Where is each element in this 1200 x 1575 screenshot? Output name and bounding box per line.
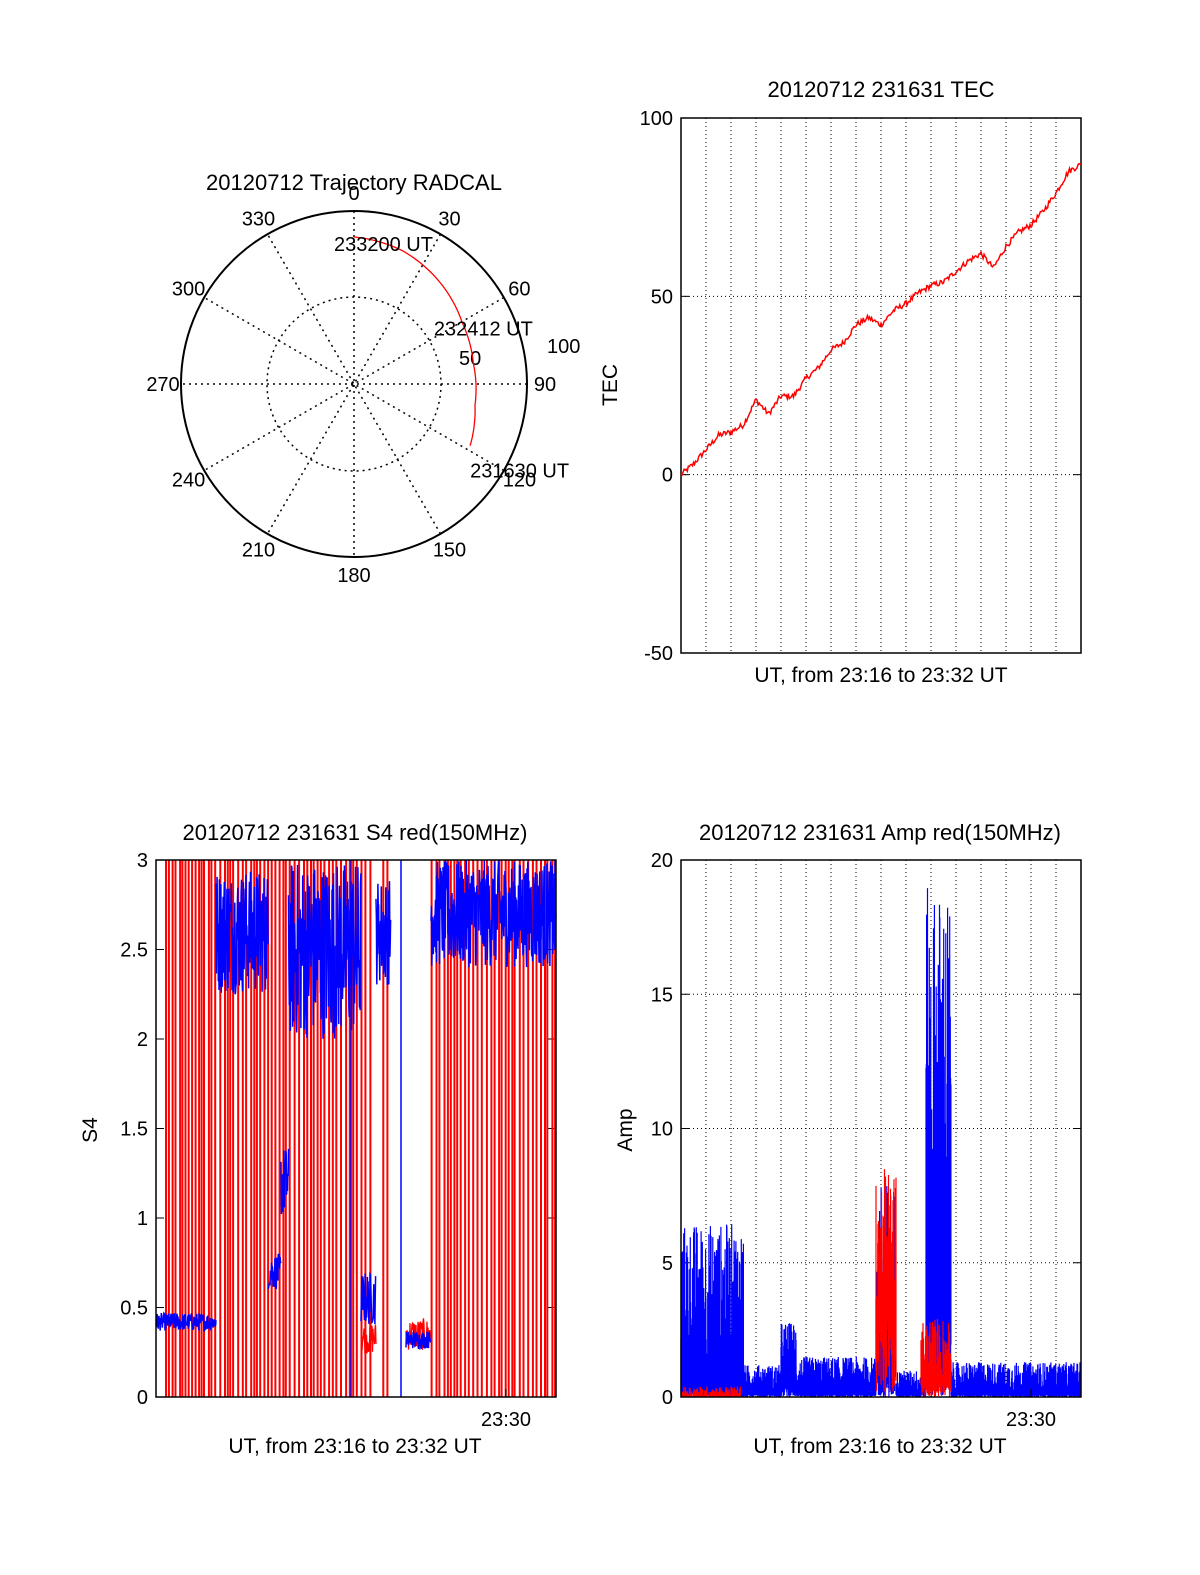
s4-blue-series: [155, 860, 557, 1397]
polar-spoke: [203, 296, 505, 472]
polar-azimuth-label: 60: [508, 279, 530, 301]
s4-panel: 20120712 231631 S4 red(150MHz) 3 2.5 2 1.5 1…: [79, 820, 557, 1458]
s4-blue-segment: [267, 1253, 282, 1290]
polar-annotation: 232412 UT: [434, 319, 533, 341]
amp-y-tick-label: 0: [662, 1387, 673, 1409]
amp-y-tick-label: 10: [651, 1119, 673, 1141]
amp-red-series: [680, 1169, 1032, 1397]
s4-blue-segment: [215, 871, 269, 995]
amp-red-segment: [875, 1169, 897, 1397]
polar-trajectory-line: [353, 236, 477, 446]
tec-y-axis-label: TEC: [599, 364, 622, 406]
s4-blue-segment: [360, 1271, 377, 1325]
amp-x-tick-label: 23:30: [1006, 1409, 1056, 1431]
s4-plot-frame: [155, 859, 557, 1398]
tec-y-tick-label: 100: [640, 108, 673, 130]
polar-azimuth-labels: 0 30 60 90 120 150 180 210 240 270 300 330: [146, 183, 556, 587]
s4-y-axis-label: S4: [79, 1117, 102, 1143]
polar-spoke: [266, 233, 442, 535]
amp-title: 20120712 231631 Amp red(150MHz): [699, 820, 1061, 845]
polar-annotation: 233200 UT: [334, 234, 433, 256]
amp-y-axis-label: Amp: [614, 1108, 637, 1151]
s4-blue-segment: [375, 881, 392, 985]
amp-red-segment: [920, 1318, 952, 1397]
s4-y-tick-label: 0.5: [120, 1298, 148, 1320]
polar-annotation: 231630 UT: [470, 461, 569, 483]
polar-inner-circle: [266, 296, 442, 472]
s4-x-tick-label: 23:30: [481, 1409, 531, 1431]
polar-title: 20120712 Trajectory RADCAL: [206, 170, 502, 195]
s4-y-tick-label: 1.5: [120, 1119, 148, 1141]
amp-y-tick-label: 5: [662, 1253, 673, 1275]
amp-y-tick-label: 15: [651, 984, 673, 1006]
s4-x-axis-label: UT, from 23:16 to 23:32 UT: [228, 1435, 481, 1458]
s4-blue-segment: [155, 1311, 217, 1332]
polar-azimuth-label: 90: [534, 374, 556, 396]
s4-y-tick-label: 2.5: [120, 940, 148, 962]
polar-radius-label-50: 50: [459, 348, 481, 370]
tec-plot-frame: [680, 117, 1082, 654]
polar-panel: 20120712 Trajectory RADCAL 0 30 60 90 120 150…: [146, 170, 580, 587]
amp-blue-segment: [680, 1224, 744, 1397]
polar-azimuth-label: 30: [438, 209, 460, 231]
amp-blue-segment: [950, 1362, 1082, 1397]
tec-y-tick-label: 0: [662, 465, 673, 487]
polar-spoke: [266, 233, 442, 535]
amp-y-tick-label: 20: [651, 850, 673, 872]
tec-y-ticks: 100 50 0 -50: [640, 108, 1081, 665]
s4-blue-segment: [287, 864, 362, 1039]
s4-blue-segment: [280, 1148, 290, 1215]
amp-blue-segment: [780, 1323, 797, 1397]
tec-panel: 20120712 231631 TEC 100 50 0 -50 TEC UT, fr…: [599, 77, 1082, 687]
tec-y-tick-label: 50: [651, 286, 673, 308]
amp-panel: 20120712 231631 Amp red(150MHz) 20 15 10 5 0…: [614, 820, 1082, 1458]
polar-radius-label-100: 100: [547, 336, 580, 358]
tec-y-tick-label: -50: [644, 643, 673, 665]
amp-plot-frame: [680, 859, 1082, 1398]
tec-x-axis-label: UT, from 23:16 to 23:32 UT: [754, 664, 1007, 687]
s4-title: 20120712 231631 S4 red(150MHz): [183, 820, 528, 845]
polar-spokes: [181, 211, 527, 557]
polar-azimuth-label: 150: [433, 539, 466, 561]
tec-title: 20120712 231631 TEC: [767, 77, 994, 102]
s4-y-tick-label: 3: [137, 850, 148, 872]
s4-blue-segment: [405, 1329, 432, 1351]
amp-y-ticks: 20 15 10 5 0: [651, 850, 1081, 1409]
s4-y-tick-label: 1: [137, 1208, 148, 1230]
polar-azimuth-label: 330: [242, 209, 275, 231]
polar-spoke: [203, 296, 505, 472]
amp-x-axis-label: UT, from 23:16 to 23:32 UT: [753, 1435, 1006, 1458]
amp-blue-segment: [742, 1365, 782, 1397]
polar-azimuth-label: 270: [146, 374, 179, 396]
polar-azimuth-label: 210: [242, 539, 275, 561]
s4-blue-segment: [430, 860, 557, 968]
polar-azimuth-label: 300: [172, 279, 205, 301]
polar-azimuth-label: 120: [503, 470, 536, 492]
s4-y-tick-label: 0: [137, 1387, 148, 1409]
amp-blue-segment: [925, 888, 952, 1396]
tec-series-line: [680, 162, 1082, 477]
polar-azimuth-label: 240: [172, 470, 205, 492]
s4-red-series: [165, 860, 557, 1397]
polar-annotations: 233200 UT 232412 UT 231630 UT: [334, 234, 569, 483]
s4-y-ticks: 3 2.5 2 1.5 1 0.5 0: [120, 850, 556, 1409]
s4-red-noise: [360, 1318, 432, 1354]
tec-grid: [681, 118, 1081, 653]
polar-azimuth-label: 0: [348, 183, 359, 205]
s4-red-spikes: [165, 860, 557, 1397]
polar-azimuth-label: 180: [337, 565, 370, 587]
amp-blue-segment: [795, 1356, 877, 1397]
s4-y-tick-label: 2: [137, 1029, 148, 1051]
